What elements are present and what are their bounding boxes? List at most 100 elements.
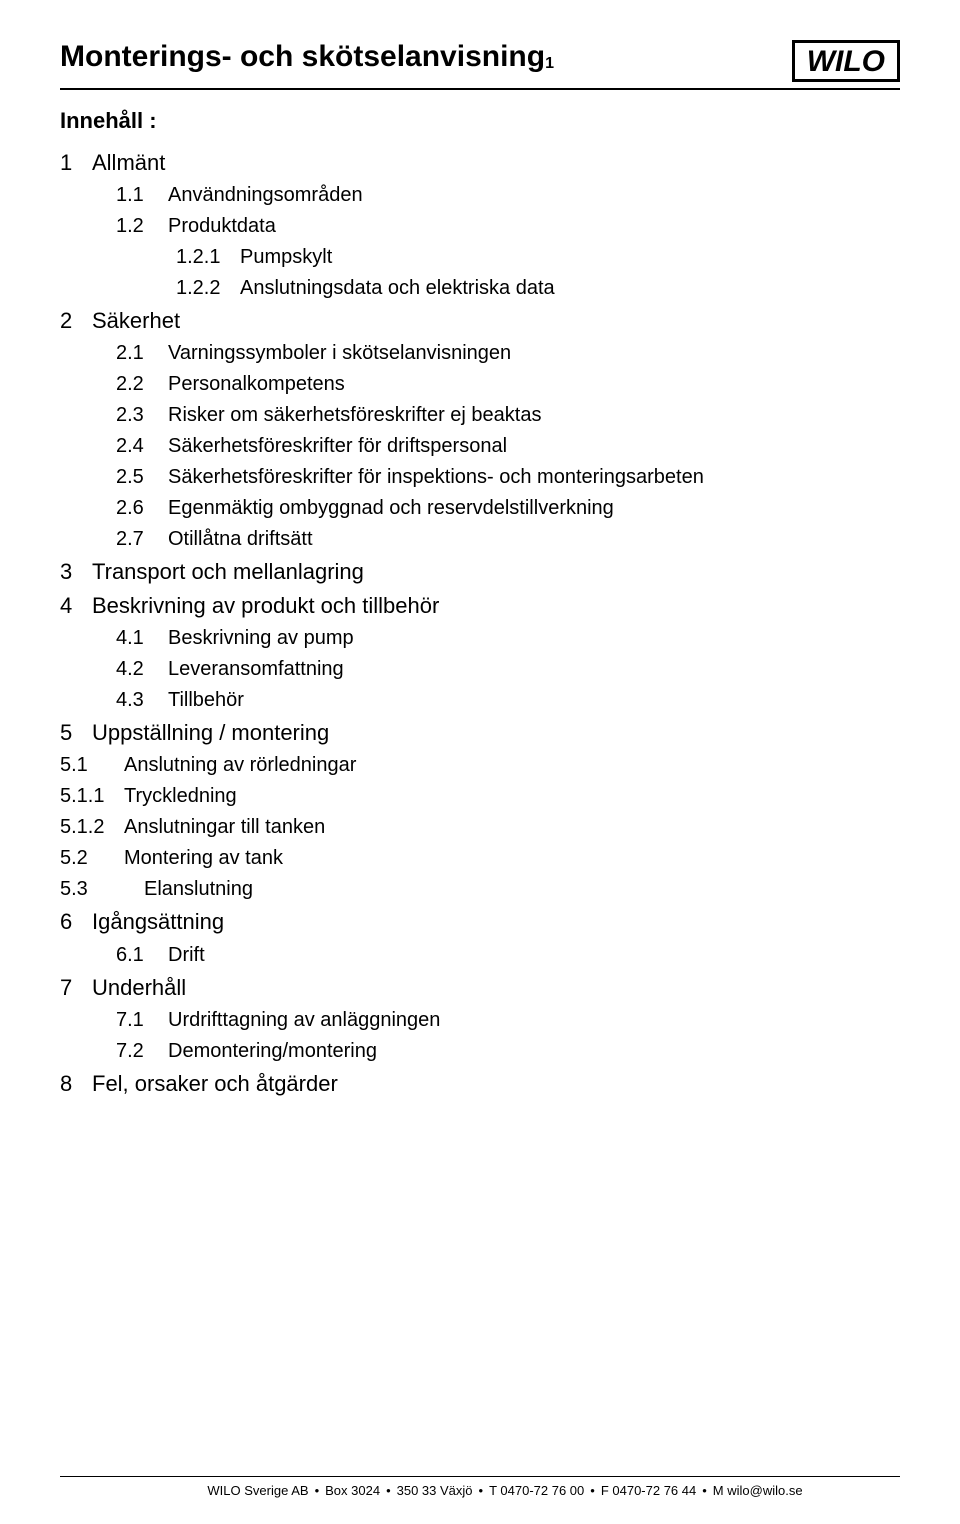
toc-title: Igångsättning — [92, 905, 224, 939]
toc-lvl2-flat: 5.1.1 Tryckledning — [60, 781, 900, 812]
toc-title: Transport och mellanlagring — [92, 555, 364, 589]
toc-num: 1.2 — [116, 211, 160, 242]
toc-lvl2-flat: 5.1.2 Anslutningar till tanken — [60, 812, 900, 843]
toc-num: 7.1 — [116, 1005, 160, 1036]
footer-segment: Box 3024 — [325, 1483, 380, 1498]
footer-separator: • — [702, 1483, 707, 1498]
toc-num: 2.6 — [116, 493, 160, 524]
toc-title: Anslutning av rörledningar — [124, 750, 356, 781]
footer-separator: • — [386, 1483, 391, 1498]
toc-title: Uppställning / montering — [92, 716, 329, 750]
toc-num: 2.1 — [116, 338, 160, 369]
toc-num: 1.2.2 — [176, 273, 232, 304]
footer-segment: 350 33 Växjö — [397, 1483, 473, 1498]
toc-title: Egenmäktig ombyggnad och reservdelstillv… — [168, 493, 614, 524]
toc-num: 4.3 — [116, 685, 160, 716]
toc-lvl3: 1.2.1 Pumpskylt — [60, 242, 900, 273]
footer-separator: • — [590, 1483, 595, 1498]
toc-title: Pumpskylt — [240, 242, 332, 273]
toc-lvl2: 2.4 Säkerhetsföreskrifter för driftsperso… — [60, 431, 900, 462]
toc-title: Fel, orsaker och åtgärder — [92, 1067, 338, 1101]
document-title-main: Monterings- och skötselanvisning — [60, 40, 545, 73]
toc-lvl1: 1Allmänt — [60, 146, 900, 180]
footer-separator: • — [479, 1483, 484, 1498]
toc-num: 6 — [60, 905, 84, 939]
toc-title: Produktdata — [168, 211, 276, 242]
toc-num: 5 — [60, 716, 84, 750]
toc-num: 5.1 — [60, 750, 116, 781]
toc-heading: Innehåll : — [60, 108, 900, 134]
toc-num: 5.1.2 — [60, 812, 116, 843]
toc-lvl2: 1.1 Användningsområden — [60, 180, 900, 211]
toc-title: Personalkompetens — [168, 369, 345, 400]
toc-num: 2.3 — [116, 400, 160, 431]
toc-title: Beskrivning av pump — [168, 623, 354, 654]
toc-num: 1.2.1 — [176, 242, 232, 273]
toc-num: 2.5 — [116, 462, 160, 493]
toc-title: Drift — [168, 940, 205, 971]
toc-num: 7 — [60, 971, 84, 1005]
page: Monterings- och skötselanvisning1 WILO I… — [0, 0, 960, 1524]
toc-title: Elanslutning — [124, 874, 253, 905]
toc-title: Demontering/montering — [168, 1036, 377, 1067]
toc-lvl2: 2.6 Egenmäktig ombyggnad och reservdelsti… — [60, 493, 900, 524]
toc-title: Otillåtna driftsätt — [168, 524, 313, 555]
toc-title: Leveransomfattning — [168, 654, 344, 685]
toc-num: 6.1 — [116, 940, 160, 971]
toc-num: 4.2 — [116, 654, 160, 685]
toc-lvl2: 4.3 Tillbehör — [60, 685, 900, 716]
toc-lvl2: 6.1 Drift — [60, 940, 900, 971]
toc-title: Säkerhetsföreskrifter för inspektions- o… — [168, 462, 704, 493]
toc-title: Säkerhet — [92, 304, 180, 338]
toc-num: 2 — [60, 304, 84, 338]
footer-segment: T 0470-72 76 00 — [489, 1483, 584, 1498]
toc-num: 4.1 — [116, 623, 160, 654]
toc-title: Användningsområden — [168, 180, 363, 211]
footer-segment: F 0470-72 76 44 — [601, 1483, 696, 1498]
toc-title: Tryckledning — [124, 781, 237, 812]
document-title-sub: 1 — [545, 55, 554, 72]
toc-title: Säkerhetsföreskrifter för driftspersonal — [168, 431, 507, 462]
footer-rule — [60, 1476, 900, 1477]
toc-lvl2: 4.1 Beskrivning av pump — [60, 623, 900, 654]
footer-separator: • — [315, 1483, 320, 1498]
toc-lvl1: 3Transport och mellanlagring — [60, 555, 900, 589]
toc-title: Beskrivning av produkt och tillbehör — [92, 589, 439, 623]
toc-title: Anslutningsdata och elektriska data — [240, 273, 555, 304]
toc-lvl1: 6Igångsättning — [60, 905, 900, 939]
toc-lvl2: 2.2 Personalkompetens — [60, 369, 900, 400]
toc-lvl2: 1.2 Produktdata — [60, 211, 900, 242]
toc-title: Allmänt — [92, 146, 165, 180]
toc-lvl2: 7.1 Urdrifttagning av anläggningen — [60, 1005, 900, 1036]
toc-title: Tillbehör — [168, 685, 244, 716]
toc-title: Urdrifttagning av anläggningen — [168, 1005, 440, 1036]
toc-lvl2: 7.2 Demontering/montering — [60, 1036, 900, 1067]
title-underline — [60, 88, 900, 90]
footer-segment: WILO Sverige AB — [207, 1483, 308, 1498]
toc-title: Montering av tank — [124, 843, 283, 874]
toc-title: Risker om säkerhetsföreskrifter ej beakt… — [168, 400, 541, 431]
toc-lvl1: 4Beskrivning av produkt och tillbehör — [60, 589, 900, 623]
toc-num: 8 — [60, 1067, 84, 1101]
toc-title: Underhåll — [92, 971, 186, 1005]
toc-lvl2: 4.2 Leveransomfattning — [60, 654, 900, 685]
toc-lvl2: 2.7 Otillåtna driftsätt — [60, 524, 900, 555]
toc-title: Anslutningar till tanken — [124, 812, 325, 843]
toc-num: 2.2 — [116, 369, 160, 400]
toc-num: 7.2 — [116, 1036, 160, 1067]
toc-num: 5.1.1 — [60, 781, 116, 812]
toc-lvl2-flat: 5.3 Elanslutning — [60, 874, 900, 905]
toc-num: 2.4 — [116, 431, 160, 462]
toc-num: 1 — [60, 146, 84, 180]
logo-text: WILO — [807, 45, 885, 78]
header-row: Monterings- och skötselanvisning1 WILO — [60, 40, 900, 82]
toc-lvl2-flat: 5.1 Anslutning av rörledningar — [60, 750, 900, 781]
toc-num: 1.1 — [116, 180, 160, 211]
toc-num: 5.3 — [60, 874, 116, 905]
toc-num: 2.7 — [116, 524, 160, 555]
footer-text: WILO Sverige AB • Box 3024 • 350 33 Växjö • T … — [60, 1483, 900, 1498]
toc-lvl2: 2.1Varningssymboler i skötselanvisningen — [60, 338, 900, 369]
table-of-contents: 1Allmänt1.1 Användningsområden 1.2 Produktd… — [60, 146, 900, 1101]
toc-num: 4 — [60, 589, 84, 623]
toc-lvl1: 5Uppställning / montering — [60, 716, 900, 750]
